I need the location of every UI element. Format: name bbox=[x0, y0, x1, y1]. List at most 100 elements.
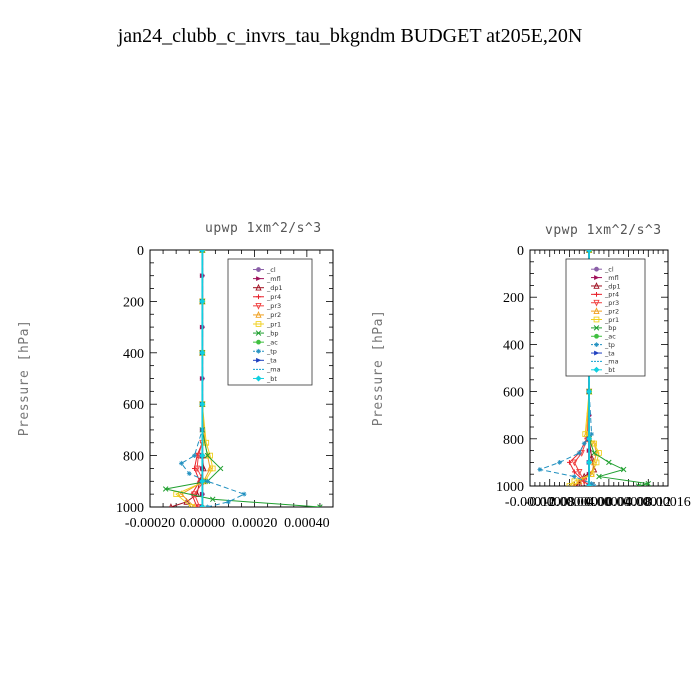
series-point-tp bbox=[205, 504, 210, 507]
series-point-bt bbox=[586, 483, 593, 486]
series-point-pr1 bbox=[203, 439, 210, 446]
legend-entry: _mfl bbox=[604, 274, 619, 282]
series-point-tp bbox=[192, 453, 197, 458]
legend-entry: _pr4 bbox=[266, 293, 281, 301]
legend-entry: _ta bbox=[604, 349, 615, 357]
y-axis-label: Pressure [hPa] bbox=[17, 320, 32, 437]
series-point-pr3 bbox=[196, 504, 203, 507]
series-point-bp bbox=[204, 452, 211, 459]
legend-marker bbox=[594, 266, 599, 272]
series-point-bt bbox=[199, 452, 206, 459]
upwp-panel: upwp 1xm^2/s^3 Pressure [hPa] 0 200 400 600 80… bbox=[17, 221, 334, 531]
series-line-tp bbox=[180, 250, 246, 507]
legend-marker bbox=[255, 283, 262, 291]
legend-marker bbox=[594, 291, 599, 297]
series-point-pr1 bbox=[582, 431, 589, 437]
y-tick-label: 800 bbox=[123, 450, 144, 465]
series-point-bp bbox=[620, 466, 627, 473]
legend-entry: _dp1 bbox=[604, 282, 621, 290]
legend-marker bbox=[255, 375, 262, 382]
legend-entry: _bt bbox=[266, 375, 277, 383]
x-tick-label: 0.00004 bbox=[586, 495, 632, 510]
series-point-pr1 bbox=[591, 440, 597, 447]
legend-entry: _ac bbox=[266, 338, 278, 346]
series-point-bp bbox=[591, 450, 597, 456]
legend-marker bbox=[255, 321, 262, 327]
series-point-pr1 bbox=[188, 504, 195, 507]
series-point-pr1 bbox=[566, 483, 573, 486]
series-point-tp bbox=[557, 460, 562, 465]
legend-entry: _pr3 bbox=[604, 299, 619, 307]
vpwp-panel: vpwp 1xm^2/s^3 Pressure [hPa] 0 200 400 600 80… bbox=[371, 223, 691, 510]
legend-entry: _pr2 bbox=[266, 311, 281, 319]
legend-marker bbox=[256, 339, 261, 345]
series-point-tp bbox=[186, 471, 192, 476]
series-point-bt bbox=[199, 504, 206, 507]
series-point-pr3 bbox=[193, 465, 201, 473]
series-point-bp bbox=[645, 480, 652, 486]
series-point-bt bbox=[199, 349, 206, 356]
series-point-pr1 bbox=[209, 465, 216, 472]
series-point-bt bbox=[586, 250, 593, 253]
legend-marker bbox=[256, 294, 261, 300]
legend-entry: _tp bbox=[604, 341, 615, 349]
legend-marker bbox=[593, 282, 600, 289]
legend-marker bbox=[593, 299, 600, 307]
series-point-pr3 bbox=[571, 459, 578, 467]
x-tick-label: 0.00020 bbox=[232, 516, 278, 531]
series-point-bt bbox=[199, 478, 206, 485]
series-point-pr4 bbox=[571, 469, 577, 475]
y-tick-label: 1000 bbox=[496, 480, 524, 495]
y-tick-label: 600 bbox=[503, 386, 524, 401]
legend-marker bbox=[256, 276, 262, 282]
series-point-bt bbox=[199, 250, 206, 253]
series-point-pr2 bbox=[576, 477, 583, 485]
legend-marker bbox=[593, 316, 600, 323]
legend-entry: _tp bbox=[266, 348, 277, 356]
series-line-tp bbox=[538, 250, 595, 486]
legend-marker bbox=[256, 357, 262, 363]
legend-marker bbox=[594, 350, 600, 356]
legend-entry: _ma bbox=[604, 358, 619, 366]
x-tick-label: -0.00020 bbox=[125, 516, 175, 531]
series-point-tp bbox=[226, 499, 231, 505]
series-point-pr3 bbox=[191, 491, 198, 499]
series-point-pr1 bbox=[596, 450, 602, 456]
series-point-tp bbox=[581, 441, 587, 446]
series-point-pr1 bbox=[593, 459, 600, 466]
y-tick-label: 400 bbox=[503, 338, 524, 353]
y-tick-label: 600 bbox=[123, 398, 144, 413]
series-point-pr4 bbox=[567, 460, 572, 465]
legend-entry: _dp1 bbox=[266, 284, 283, 292]
legend-marker bbox=[256, 348, 261, 354]
legend-marker bbox=[255, 311, 262, 318]
legend-marker bbox=[255, 330, 262, 336]
series-point-dp1 bbox=[169, 503, 173, 507]
panel-title: vpwp 1xm^2/s^3 bbox=[545, 223, 662, 238]
legend-marker bbox=[594, 342, 599, 348]
legend-entry: _bp bbox=[266, 329, 279, 337]
legend-entry: _pr1 bbox=[604, 316, 619, 324]
legend-entry: _pr3 bbox=[266, 302, 281, 310]
series-point-bt bbox=[586, 388, 593, 395]
series-point-tp bbox=[241, 491, 247, 497]
legend-entry: _cl bbox=[604, 265, 614, 273]
x-tick-label: 0.00012 bbox=[626, 495, 672, 510]
series-point-bt bbox=[586, 459, 593, 466]
series-point-bt bbox=[586, 435, 593, 442]
legend-box bbox=[227, 258, 313, 386]
legend-marker bbox=[593, 307, 600, 314]
series-point-tp bbox=[589, 481, 595, 486]
x-tick-label: -0.00008 bbox=[525, 495, 575, 510]
series-point-pr2 bbox=[178, 490, 185, 497]
panel-title: upwp 1xm^2/s^3 bbox=[205, 221, 322, 236]
legend-marker bbox=[594, 333, 599, 339]
x-tick-label: 0.00040 bbox=[284, 516, 330, 531]
x-tick-label: -0.00012 bbox=[505, 495, 555, 510]
series-point-bp bbox=[635, 483, 642, 486]
series-point-bp bbox=[596, 473, 602, 480]
legend-marker bbox=[594, 275, 600, 280]
series-point-bt bbox=[199, 401, 206, 408]
x-tick-label: 0.00000 bbox=[566, 495, 612, 510]
legend-entry: _bp bbox=[604, 324, 617, 332]
